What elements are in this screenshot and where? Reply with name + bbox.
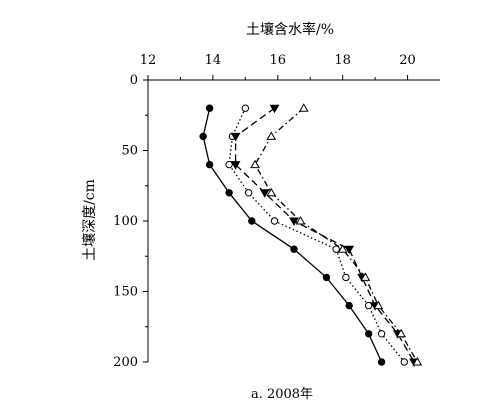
x-axis-title: 土壤含水率/% [246,21,334,38]
data-point [225,160,233,169]
data-point [205,104,214,112]
x-tick-label: 18 [334,53,351,68]
data-point [298,103,309,112]
series-4 [250,103,423,366]
data-point [373,300,384,310]
y-tick-label: 150 [113,285,138,300]
data-point [244,189,253,197]
data-point [360,272,371,281]
data-point [205,160,214,169]
data-point [266,131,277,140]
series-line [228,107,405,363]
data-point [322,273,331,282]
y-axis-ticks: 0 50 100 150 200 [113,73,148,370]
data-point [345,301,353,310]
data-point [377,330,386,338]
data-point [337,244,348,253]
x-tick-label: 12 [140,53,157,68]
data-point [377,358,386,366]
figure-caption: a. 2008年 [251,387,313,402]
data-point [396,328,406,338]
series-3 [230,104,419,368]
data-point [270,217,279,225]
data-point [225,189,233,197]
y-tick-label: 0 [130,73,138,88]
x-axis-ticks: 12 14 16 18 20 [140,53,416,80]
series-1 [199,104,386,366]
data-point [248,217,256,225]
y-tick-label: 50 [121,144,138,159]
data-point [332,245,340,253]
x-tick-label: 16 [270,53,287,68]
data-point [250,159,260,169]
y-axis-title: 土壤深度/cm [81,179,98,261]
data-point [400,358,409,366]
series-line [202,108,383,363]
data-point [266,187,277,197]
y-tick-label: 200 [113,355,138,370]
y-tick-label: 100 [113,214,138,229]
data-point [259,189,270,198]
x-tick-label: 20 [399,53,416,68]
data-point [241,104,250,112]
data-point [342,273,350,282]
data-point [364,330,373,338]
data-point [289,217,299,227]
data-point [199,132,207,141]
data-point [344,245,355,255]
data-point [269,104,280,114]
data-point [364,301,373,310]
plot-area [199,103,423,368]
data-point [230,132,241,142]
data-point [230,161,241,170]
series-line [254,107,418,363]
data-point [290,245,298,253]
x-tick-label: 14 [205,53,222,68]
series-line [234,107,415,363]
series-2 [225,104,409,366]
data-point [412,356,423,366]
plot-frame [147,79,440,362]
data-point [295,215,306,225]
